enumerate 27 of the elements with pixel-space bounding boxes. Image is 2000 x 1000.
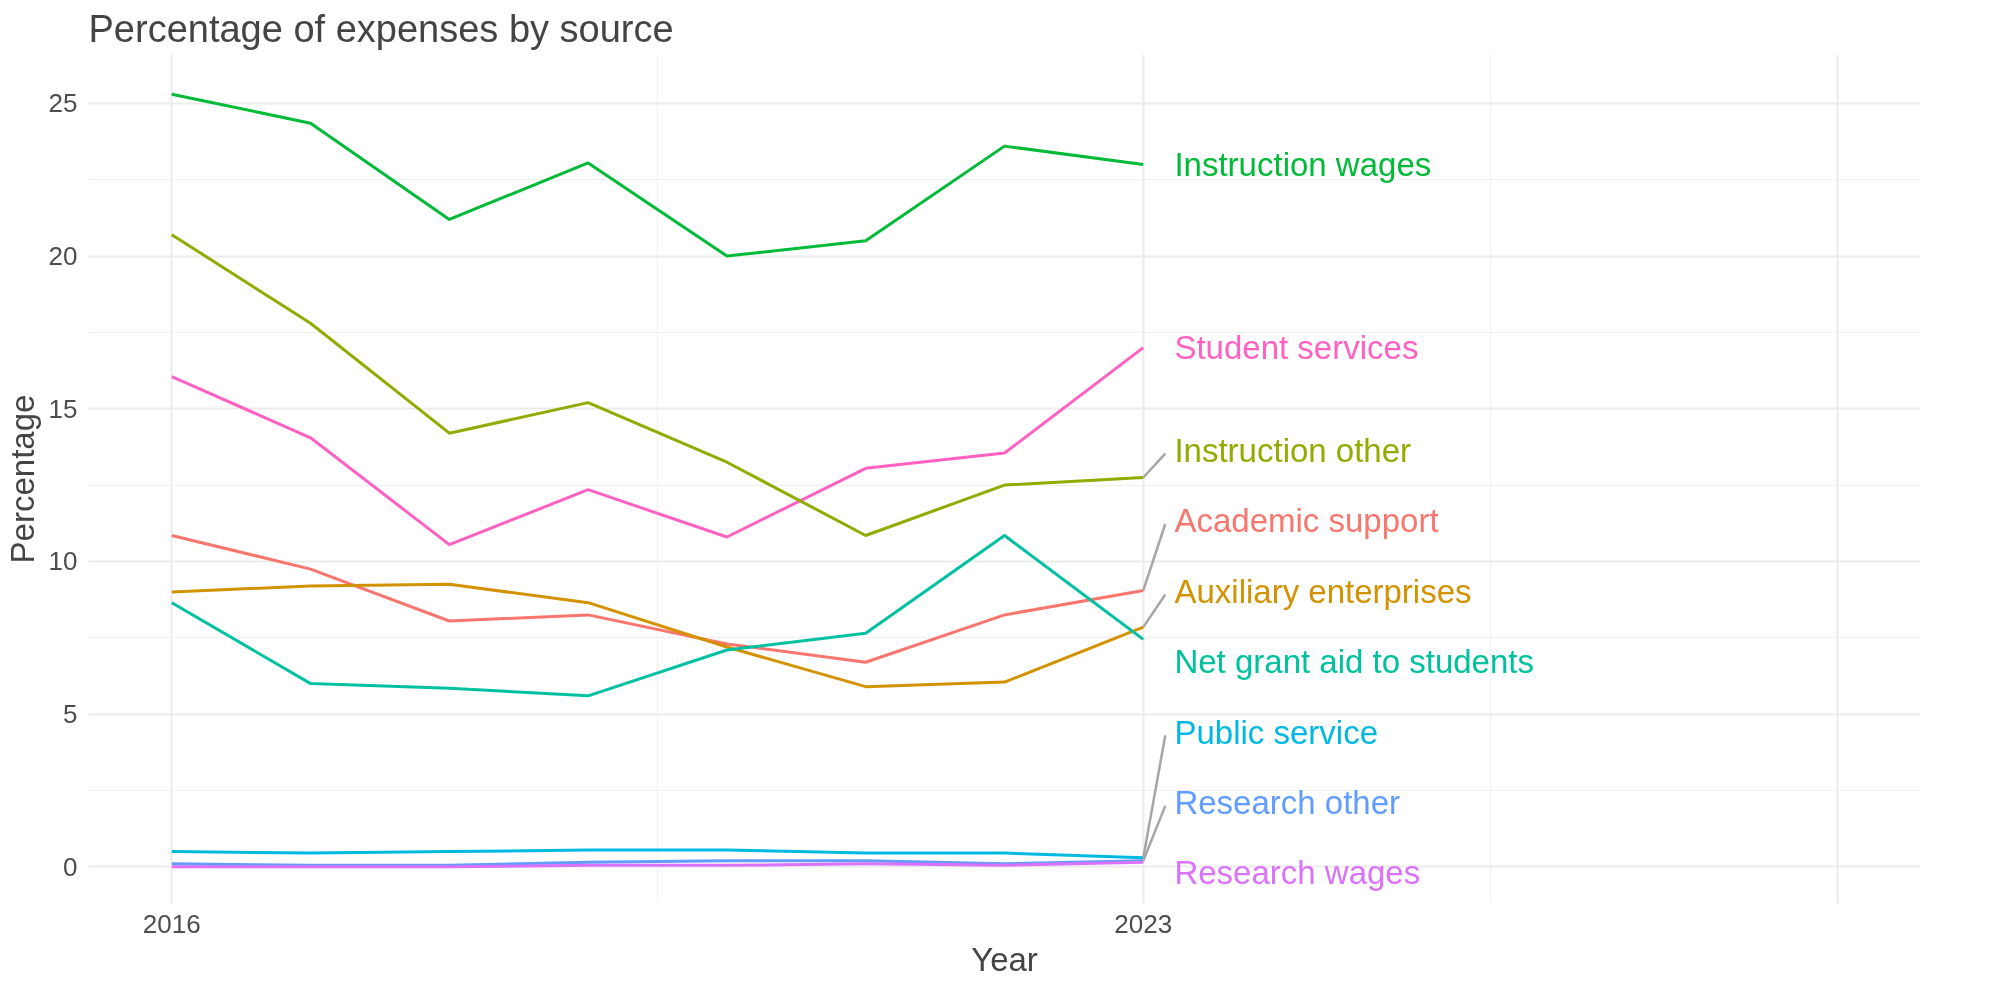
line-series — [170, 92, 1145, 258]
y-tick-label: 20 — [48, 241, 78, 272]
y-tick-label: 0 — [63, 851, 78, 882]
line-series — [170, 848, 1145, 860]
x-tick-label: 2023 — [1114, 908, 1173, 939]
series-label: Auxiliary enterprises — [1174, 572, 1472, 610]
series-label: Net grant aid to students — [1174, 643, 1534, 681]
series-label: Academic support — [1174, 502, 1439, 540]
line-series — [170, 534, 1145, 698]
series-label: Student services — [1174, 329, 1419, 367]
y-tick-label: 5 — [63, 699, 78, 730]
line-series — [170, 582, 1145, 689]
line-series — [170, 233, 1145, 537]
x-tick-label: 2016 — [142, 908, 201, 939]
y-tick-label: 10 — [48, 546, 78, 577]
y-tick-label: 25 — [48, 88, 78, 119]
line-series — [170, 534, 1145, 664]
chart-title: Percentage of expenses by source — [88, 7, 674, 50]
line-series — [170, 346, 1145, 547]
series-label: Instruction other — [1174, 431, 1412, 469]
series-label: Research wages — [1174, 854, 1421, 892]
text: Public service — [1174, 713, 1379, 751]
x-axis-title: Year — [971, 940, 1038, 978]
series-label: Research other — [1174, 783, 1401, 821]
series-label: Instruction wages — [1174, 145, 1432, 183]
y-tick-label: 15 — [48, 393, 78, 424]
y-axis-title: Percentage — [3, 394, 41, 564]
